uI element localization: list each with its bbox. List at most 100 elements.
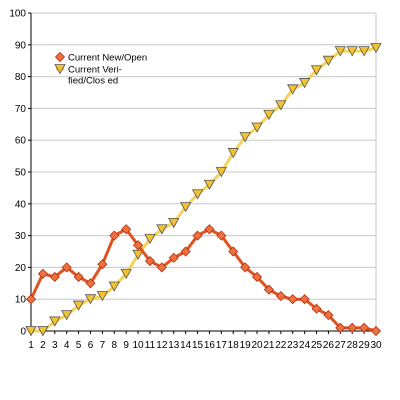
y-tick-label: 40 bbox=[15, 199, 27, 210]
data-point bbox=[334, 46, 346, 57]
x-tick-label: 5 bbox=[76, 340, 82, 351]
data-point bbox=[203, 179, 216, 191]
x-tick-label: 24 bbox=[299, 340, 311, 351]
data-point bbox=[251, 271, 263, 283]
data-point bbox=[287, 294, 298, 305]
x-axis-ticks: 1 2 3 4 5 6 7 8 9 10 11 12 13 14 15 16 17 18 19 20 21 22 23 24 2… bbox=[28, 331, 382, 351]
data-point bbox=[299, 294, 310, 305]
series-verified-closed bbox=[25, 43, 382, 337]
x-tick-label: 8 bbox=[111, 340, 117, 351]
data-point bbox=[227, 148, 239, 159]
data-point bbox=[310, 65, 323, 76]
data-point bbox=[37, 268, 48, 279]
x-tick-label: 26 bbox=[323, 340, 335, 351]
series-layer bbox=[25, 43, 382, 337]
series-line bbox=[31, 46, 377, 333]
data-point bbox=[263, 109, 275, 121]
data-point bbox=[156, 262, 167, 273]
y-axis-ticks: 0 10 20 30 40 50 60 70 80 90 100 bbox=[9, 9, 31, 338]
series-new-open bbox=[25, 224, 382, 337]
data-point bbox=[240, 262, 251, 273]
legend-label: Current Veri- bbox=[68, 65, 122, 76]
data-point bbox=[180, 246, 191, 257]
data-point bbox=[275, 290, 286, 302]
data-point bbox=[85, 278, 96, 289]
data-point bbox=[144, 255, 156, 267]
x-tick-label: 2 bbox=[40, 340, 46, 351]
data-point bbox=[96, 291, 109, 302]
x-tick-label: 25 bbox=[311, 340, 323, 351]
data-point bbox=[215, 167, 228, 178]
data-point bbox=[97, 259, 108, 270]
x-tick-label: 10 bbox=[133, 340, 145, 351]
data-point bbox=[298, 78, 311, 89]
data-point bbox=[323, 310, 334, 321]
data-point bbox=[168, 252, 179, 263]
x-tick-label: 17 bbox=[216, 340, 228, 351]
x-tick-label: 29 bbox=[359, 340, 371, 351]
data-point bbox=[228, 246, 239, 257]
x-tick-label: 15 bbox=[192, 340, 204, 351]
data-point bbox=[191, 189, 204, 200]
x-tick-label: 23 bbox=[287, 340, 299, 351]
data-point bbox=[370, 43, 382, 54]
x-tick-label: 7 bbox=[100, 340, 106, 351]
x-tick-label: 9 bbox=[123, 340, 129, 351]
legend-swatch-marker bbox=[54, 51, 66, 63]
data-point bbox=[168, 217, 180, 229]
data-point bbox=[335, 322, 346, 333]
data-point bbox=[263, 284, 274, 295]
data-point bbox=[311, 303, 322, 314]
data-point bbox=[251, 122, 263, 133]
data-point bbox=[37, 326, 49, 337]
data-point bbox=[133, 240, 144, 251]
x-tick-label: 30 bbox=[370, 340, 382, 351]
data-point bbox=[239, 132, 251, 143]
data-point bbox=[61, 310, 73, 321]
data-point bbox=[49, 271, 60, 283]
y-tick-label: 100 bbox=[9, 9, 26, 20]
x-tick-label: 28 bbox=[347, 340, 359, 351]
data-point bbox=[156, 224, 168, 235]
y-tick-label: 70 bbox=[15, 104, 27, 115]
data-point bbox=[359, 322, 370, 333]
data-point bbox=[275, 100, 287, 111]
y-tick-label: 10 bbox=[15, 295, 27, 306]
y-tick-label: 60 bbox=[15, 136, 27, 147]
data-point bbox=[25, 326, 37, 337]
y-tick-label: 80 bbox=[15, 72, 27, 83]
data-point bbox=[144, 233, 156, 245]
data-point bbox=[358, 46, 370, 57]
y-tick-label: 90 bbox=[15, 40, 27, 51]
data-point bbox=[346, 46, 358, 57]
data-point bbox=[49, 316, 61, 327]
legend-item-new-open: Current New/Open bbox=[54, 51, 147, 64]
y-tick-label: 0 bbox=[20, 327, 26, 338]
data-point bbox=[72, 300, 85, 311]
data-point bbox=[287, 84, 299, 95]
x-tick-label: 16 bbox=[204, 340, 216, 351]
data-point bbox=[84, 294, 97, 305]
data-point bbox=[73, 271, 84, 283]
x-tick-label: 19 bbox=[240, 340, 252, 351]
x-tick-label: 6 bbox=[88, 340, 94, 351]
data-point bbox=[216, 230, 227, 241]
legend-label: fied/Clos ed bbox=[68, 76, 118, 87]
data-point bbox=[25, 294, 37, 305]
x-tick-label: 13 bbox=[168, 340, 180, 351]
x-tick-label: 20 bbox=[251, 340, 263, 351]
y-tick-label: 20 bbox=[15, 263, 27, 274]
legend-label: Current New/Open bbox=[68, 53, 147, 64]
data-point bbox=[108, 281, 120, 292]
data-point bbox=[192, 230, 203, 241]
data-point bbox=[370, 325, 382, 337]
data-point bbox=[61, 262, 72, 273]
x-tick-label: 12 bbox=[156, 340, 168, 351]
data-point bbox=[121, 224, 132, 235]
data-point bbox=[109, 230, 120, 241]
data-point bbox=[204, 224, 215, 235]
data-point bbox=[179, 202, 192, 213]
x-tick-label: 22 bbox=[275, 340, 287, 351]
